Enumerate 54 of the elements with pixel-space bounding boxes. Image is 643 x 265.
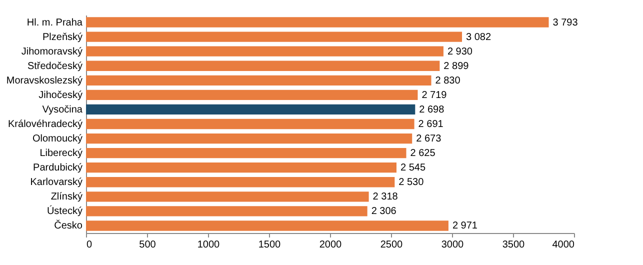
data-label: 2 318	[372, 192, 398, 203]
bar	[86, 206, 368, 216]
data-label: 2 719	[422, 90, 448, 101]
y-tick-label: Olomoucký	[32, 134, 82, 145]
x-tick-label: 3000	[441, 240, 464, 250]
data-label: 3 793	[552, 17, 578, 28]
y-tick-label: Jihomoravský	[21, 46, 82, 58]
y-tick-label: Moravskoslezský	[6, 75, 82, 86]
y-tick-label: Plzeňský	[42, 32, 82, 43]
y-tick-label: Pardubický	[33, 162, 82, 174]
data-label: 2 899	[444, 60, 470, 72]
y-tick-label: Hl. m. Praha	[26, 17, 83, 28]
bar	[86, 177, 395, 188]
x-tick-label: 0	[86, 240, 92, 250]
y-tick-label: Zlínský	[50, 192, 82, 203]
y-tick-label: Středočeský	[27, 60, 82, 72]
x-tick-label: 500	[139, 240, 156, 250]
x-tick-label: 4000	[552, 240, 575, 250]
bar	[86, 118, 414, 130]
data-label: 2 306	[371, 206, 397, 218]
y-tick-label: Vysočina	[42, 104, 83, 116]
y-tick-label: Liberecký	[40, 148, 82, 160]
y-tick-label: Ústecký	[46, 205, 82, 218]
bar	[86, 162, 396, 173]
bar	[86, 220, 448, 231]
bar	[86, 133, 412, 144]
data-label: 2 930	[447, 46, 473, 58]
data-label: 2 673	[416, 134, 442, 145]
bar	[86, 148, 406, 158]
bar	[86, 104, 416, 115]
bar	[86, 32, 462, 42]
y-tick-label: Česko	[54, 220, 83, 232]
bar	[86, 192, 369, 202]
x-tick-label: 2000	[319, 240, 342, 250]
data-label: 2 971	[452, 220, 478, 232]
bar	[86, 90, 418, 100]
y-tick-label: Karlovarský	[30, 177, 82, 188]
x-tick-label: 2500	[380, 240, 404, 250]
data-label: 2 830	[435, 75, 461, 86]
data-label: 2 698	[419, 104, 445, 116]
bar	[86, 75, 432, 86]
y-tick-label: Jihočeský	[38, 90, 82, 101]
data-label: 3 082	[466, 32, 492, 43]
data-label: 2 530	[398, 177, 424, 188]
x-tick-label: 3500	[502, 240, 526, 250]
y-tick-label: Královéhradecký	[8, 119, 82, 130]
bar	[86, 60, 440, 71]
x-tick-label: 1000	[197, 240, 220, 250]
data-label: 2 691	[418, 119, 444, 130]
data-label: 2 625	[410, 148, 436, 160]
bar	[86, 17, 549, 28]
data-label: 2 545	[400, 162, 426, 174]
x-tick-label: 1500	[258, 240, 282, 250]
bar	[86, 46, 444, 56]
